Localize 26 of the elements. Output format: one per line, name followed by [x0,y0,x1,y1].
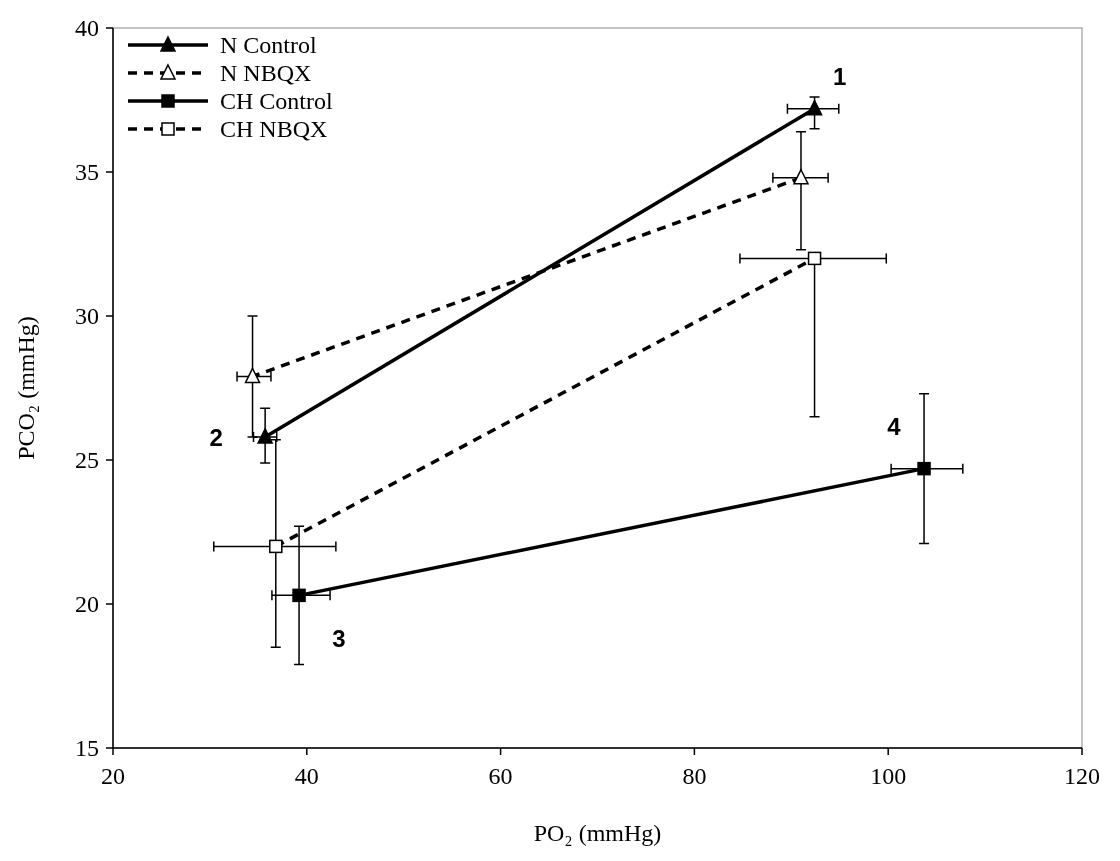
x-tick-label: 120 [1064,763,1100,789]
y-tick-label: 35 [75,159,99,185]
x-tick-label: 20 [101,763,125,789]
point [917,461,931,476]
legend-label: CH Control [220,88,334,114]
y-axis-title: PCO₂ (mmHg) [13,316,39,460]
y-tick-label: 30 [75,303,99,329]
x-tick-label: 60 [488,763,513,789]
point [269,539,283,554]
x-tick-label: 100 [870,763,907,789]
point [292,588,306,603]
y-tick-label: 25 [75,447,99,473]
y-tick-label: 40 [75,15,99,41]
x-axis-title: PO₂ (mmHg) [533,820,662,846]
legend-label: N NBQX [220,60,312,86]
x-tick-label: 40 [294,763,319,789]
y-tick-label: 15 [75,735,99,761]
y-tick-label: 20 [75,591,99,617]
annotation: 4 [887,412,902,440]
x-tick-label: 80 [682,763,707,789]
legend-label: CH NBQX [220,116,328,142]
legend-label: N Control [220,32,317,58]
annotation: 2 [209,423,223,451]
annotation: 1 [832,62,847,90]
annotation: 3 [332,625,346,653]
point [807,251,822,266]
